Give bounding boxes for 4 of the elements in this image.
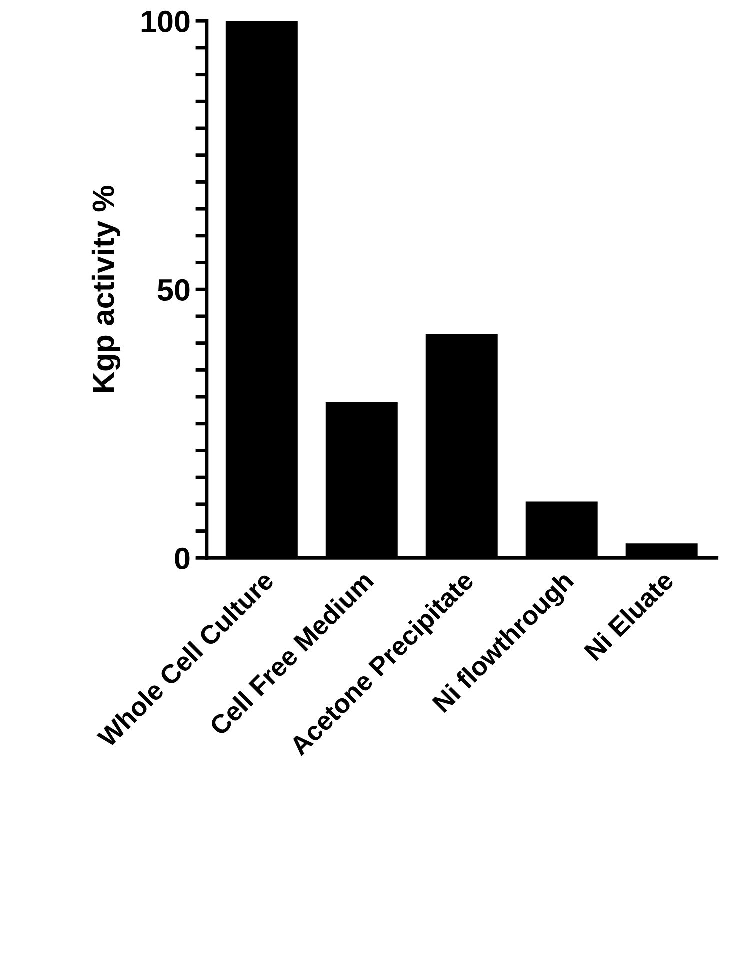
y-tick-label: 0 [175,548,190,570]
y-tick-label: 100 [142,10,190,32]
y-axis-title: Kgp activity % [92,186,121,392]
y-tick-label: 50 [158,279,190,301]
